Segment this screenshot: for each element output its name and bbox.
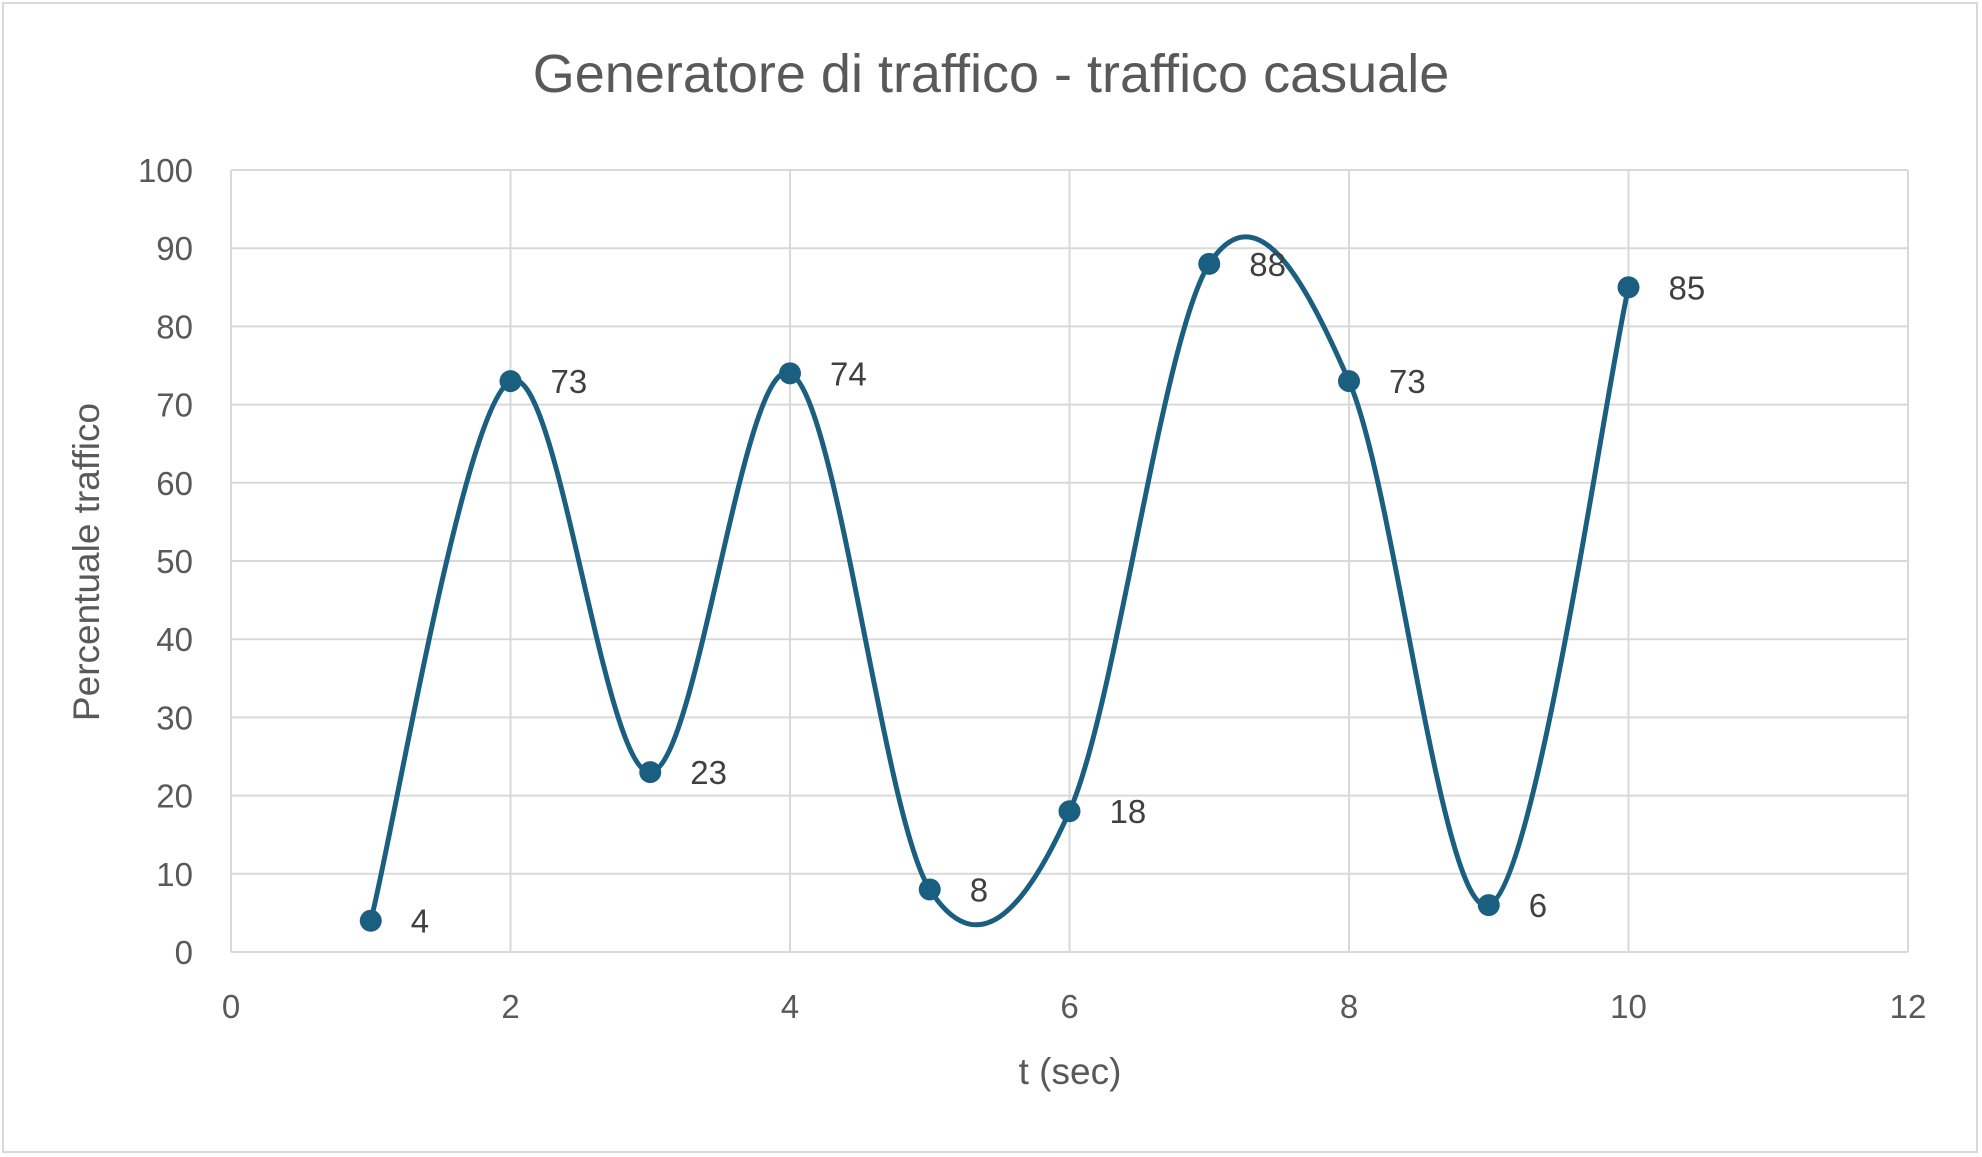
data-label: 23 [690,754,727,791]
y-tick-label: 30 [156,699,193,736]
data-point [359,909,382,932]
x-axis-title: t (sec) [1019,1051,1122,1092]
data-point [639,761,662,784]
x-tick-label: 4 [781,988,799,1025]
x-tick-label: 12 [1890,988,1927,1025]
data-labels: 4 73 23 74 8 18 88 73 6 85 [411,246,1705,940]
series [359,234,1640,932]
grid [230,169,1909,953]
data-point [1338,370,1360,393]
x-tick-label: 6 [1060,988,1078,1025]
data-label: 6 [1529,887,1547,924]
data-point [1058,800,1081,823]
y-tick-label: 50 [156,543,193,580]
data-point [1617,276,1640,299]
data-label: 85 [1669,269,1706,306]
y-axis-title: Percentuale traffico [66,403,107,721]
data-point [499,370,522,393]
y-tick-label: 70 [156,387,193,424]
chart-title: Generatore di traffico - traffico casual… [533,44,1449,104]
x-tick-label: 2 [501,988,519,1025]
data-label: 18 [1110,793,1147,830]
data-label: 73 [551,363,588,400]
data-point [779,362,801,385]
y-tick-label: 0 [175,934,193,971]
x-tick-label: 0 [222,988,240,1025]
data-point [1477,894,1500,917]
series-line [368,234,1631,928]
x-tick-label: 10 [1610,988,1647,1025]
y-tick-label: 100 [138,152,193,189]
y-tick-label: 80 [156,308,193,345]
x-axis-ticks: 0 2 4 6 8 10 12 [222,988,1927,1025]
data-label: 73 [1389,363,1426,400]
data-label: 4 [411,903,429,940]
data-point [918,878,941,901]
y-tick-label: 20 [156,778,193,815]
y-tick-label: 10 [156,856,193,893]
y-tick-label: 90 [156,230,193,267]
y-tick-label: 60 [156,465,193,502]
data-label: 88 [1249,246,1286,283]
data-label: 8 [970,871,988,908]
y-tick-label: 40 [156,621,193,658]
data-label: 74 [830,355,867,392]
x-tick-label: 8 [1340,988,1358,1025]
y-axis-ticks: 0 10 20 30 40 50 60 70 80 90 100 [138,152,193,971]
data-point [1198,252,1221,275]
